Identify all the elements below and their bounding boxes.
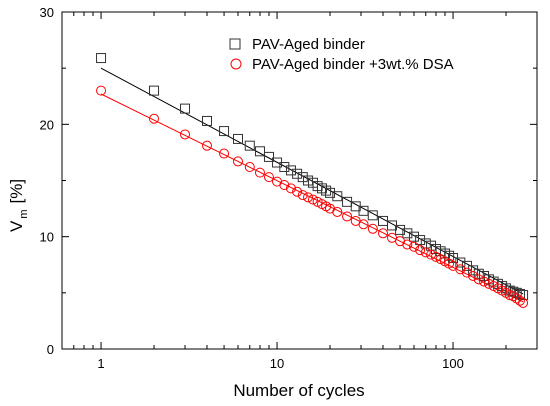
series-1-points bbox=[96, 85, 529, 308]
data-point-square bbox=[395, 224, 406, 235]
data-point-square bbox=[402, 228, 413, 239]
y-tick-label: 0 bbox=[47, 342, 54, 357]
data-point-square bbox=[508, 286, 519, 297]
data-point-square bbox=[279, 162, 290, 173]
y-tick-label: 30 bbox=[40, 5, 54, 20]
data-point-circle bbox=[297, 190, 308, 201]
y-axis-label-main: V bbox=[7, 220, 26, 232]
data-point-square bbox=[285, 165, 296, 176]
data-point-circle bbox=[426, 249, 437, 260]
data-point-circle bbox=[180, 129, 191, 140]
y-axis-label-unit: [%] bbox=[7, 179, 26, 204]
data-point-circle bbox=[232, 156, 243, 167]
data-points bbox=[96, 53, 529, 308]
legend-label-pav-aged-binder-dsa: PAV-Aged binder +3wt.% DSA bbox=[252, 56, 454, 73]
data-point-square bbox=[473, 268, 484, 279]
data-point-square bbox=[367, 210, 378, 221]
y-axis-label: Vm [%] bbox=[7, 179, 30, 232]
x-axis-label: Number of cycles bbox=[233, 381, 364, 400]
data-point-circle bbox=[303, 192, 314, 203]
data-point-circle bbox=[279, 179, 290, 190]
series-0-points bbox=[96, 53, 529, 301]
data-point-circle bbox=[219, 148, 230, 159]
data-point-circle bbox=[408, 241, 419, 252]
data-point-circle bbox=[254, 167, 265, 178]
data-point-circle bbox=[358, 219, 369, 230]
data-point-square bbox=[518, 290, 529, 301]
data-point-circle bbox=[468, 270, 479, 281]
data-point-circle bbox=[415, 245, 426, 256]
x-tick-label: 10 bbox=[270, 356, 284, 371]
data-point-circle bbox=[202, 140, 213, 151]
data-point-circle bbox=[342, 211, 353, 222]
y-axis-label-subscript: m bbox=[18, 209, 30, 218]
data-point-circle bbox=[479, 276, 490, 287]
data-point-square bbox=[325, 187, 336, 198]
data-point-square bbox=[219, 126, 230, 137]
legend-label-pav-aged-binder: PAV-Aged binder bbox=[252, 36, 365, 53]
data-point-square bbox=[263, 151, 274, 162]
data-point-square bbox=[468, 265, 479, 276]
data-point-square bbox=[297, 172, 308, 183]
data-point-circle bbox=[96, 85, 107, 96]
data-point-circle bbox=[518, 297, 529, 308]
axis-ticks bbox=[61, 11, 538, 350]
x-tick-label: 1 bbox=[97, 356, 104, 371]
data-point-circle bbox=[244, 162, 255, 173]
x-tick-label: 100 bbox=[442, 356, 464, 371]
data-point-circle bbox=[420, 247, 431, 258]
data-point-circle bbox=[514, 295, 525, 306]
data-point-square bbox=[96, 53, 107, 64]
data-point-square bbox=[332, 191, 343, 202]
data-point-circle bbox=[263, 172, 274, 183]
data-point-circle bbox=[461, 267, 472, 278]
data-point-square bbox=[408, 231, 419, 242]
data-point-square bbox=[415, 235, 426, 246]
y-tick-label: 10 bbox=[40, 230, 54, 245]
data-point-circle bbox=[292, 186, 303, 197]
legend-marker-circle bbox=[230, 58, 242, 70]
y-tick-label: 20 bbox=[40, 117, 54, 132]
data-point-circle bbox=[483, 278, 494, 289]
data-point-circle bbox=[332, 206, 343, 217]
legend: PAV-Aged binder PAV-Aged binder +3wt.% D… bbox=[229, 36, 454, 73]
axis-tick-labels: 1 10 100 0 10 20 30 bbox=[40, 5, 464, 371]
data-point-square bbox=[149, 85, 160, 96]
data-point-circle bbox=[430, 251, 441, 262]
data-point-square bbox=[202, 115, 213, 126]
data-point-circle bbox=[367, 223, 378, 234]
data-point-square bbox=[292, 168, 303, 179]
legend-marker-square bbox=[229, 38, 241, 50]
data-point-circle bbox=[473, 274, 484, 285]
data-point-square bbox=[232, 133, 243, 144]
data-point-circle bbox=[377, 228, 388, 239]
data-point-circle bbox=[402, 239, 413, 250]
data-point-square bbox=[321, 185, 332, 196]
data-point-circle bbox=[149, 113, 160, 124]
data-point-circle bbox=[307, 194, 318, 205]
data-point-square bbox=[244, 140, 255, 151]
data-point-circle bbox=[285, 183, 296, 194]
data-point-square bbox=[254, 146, 265, 157]
data-point-circle bbox=[455, 264, 466, 275]
data-point-square bbox=[180, 103, 191, 114]
